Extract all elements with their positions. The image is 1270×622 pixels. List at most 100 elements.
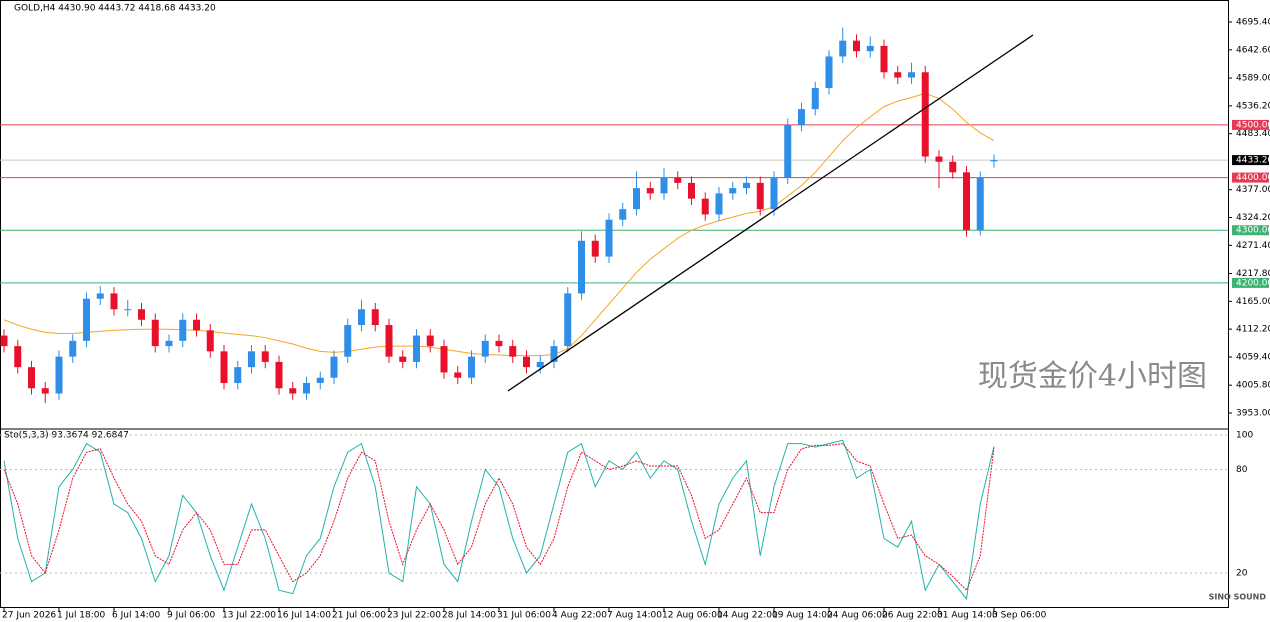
- y-tick-label: 4589.00: [1236, 74, 1270, 84]
- y-tick-label: 4165.00: [1236, 297, 1270, 307]
- x-tick-label: 26 Aug 22:00: [882, 611, 943, 621]
- candle-body: [303, 382, 310, 394]
- candle-body: [413, 335, 420, 362]
- candle-body: [248, 351, 255, 368]
- watermark: 现货金价4小时图: [978, 359, 1207, 394]
- candle-body: [921, 72, 929, 157]
- candle-body: [509, 346, 517, 357]
- candle-body: [206, 330, 214, 352]
- candle-body: [0, 335, 8, 347]
- x-tick-label: 14 Aug 22:00: [717, 611, 778, 621]
- y-tick-label: 4642.60: [1236, 45, 1270, 55]
- candle-body: [935, 156, 943, 162]
- y-tick-label: 4217.80: [1236, 269, 1270, 279]
- x-tick-label: 27 Jun 2026: [2, 611, 56, 621]
- x-tick-label: 16 Jul 14:00: [277, 611, 331, 621]
- candle-body: [358, 309, 365, 326]
- x-tick-label: 12 Aug 06:00: [662, 611, 723, 621]
- level-label: 4300.00: [1236, 226, 1270, 236]
- candle-body: [990, 160, 998, 162]
- candle-body: [811, 88, 819, 110]
- candle-body: [894, 72, 902, 78]
- candle-body: [151, 319, 159, 347]
- x-tick-label: 1 Jul 18:00: [57, 611, 106, 621]
- y-tick-label: 4271.40: [1236, 241, 1270, 251]
- moving-average: [3, 92, 995, 357]
- candle-body: [646, 188, 654, 194]
- y-tick-label: 4059.40: [1236, 352, 1270, 362]
- candle-body: [440, 346, 448, 373]
- candle-body: [633, 188, 640, 210]
- y-tick-label: 4324.20: [1236, 213, 1270, 223]
- y-tick-label: 4536.20: [1236, 101, 1270, 111]
- candle-body: [523, 356, 530, 368]
- candle-body: [261, 351, 269, 362]
- candle-body: [371, 309, 379, 326]
- candle-body: [96, 293, 104, 299]
- candle-body: [908, 72, 915, 78]
- candle-body: [963, 172, 970, 231]
- candle-body: [605, 219, 613, 257]
- x-tick-label: 24 Aug 06:00: [827, 611, 888, 621]
- candle-body: [853, 40, 860, 52]
- x-tick-label: 6 Jul 14:00: [112, 611, 161, 621]
- level-label: 4400.00: [1236, 173, 1270, 183]
- x-tick-label: 4 Aug 22:00: [552, 611, 607, 621]
- candle-body: [110, 293, 118, 310]
- y-tick-label: 4483.40: [1236, 129, 1270, 139]
- candle-body: [289, 388, 297, 394]
- candle-body: [825, 56, 833, 89]
- x-tick-label: 31 Jul 06:00: [497, 611, 551, 621]
- y-tick-label: 4005.80: [1236, 381, 1270, 391]
- candle-body: [619, 209, 627, 220]
- candle-body: [591, 240, 599, 257]
- header: GOLD,H4 4430.90 4443.72 4418.68 4433.20: [14, 4, 216, 14]
- x-tick-label: 9 Jul 06:00: [167, 611, 216, 621]
- candle-body: [275, 361, 283, 389]
- candle-body: [701, 198, 709, 215]
- level-label: 4500.00: [1236, 120, 1270, 130]
- candle-body: [220, 351, 228, 383]
- candle-body: [28, 367, 35, 389]
- stoch-line: [3, 443, 995, 592]
- candle-body: [976, 177, 984, 231]
- candle-body: [399, 356, 407, 362]
- candle-body: [688, 182, 695, 199]
- candle-body: [770, 177, 778, 210]
- candle-body: [316, 377, 324, 383]
- x-tick-label: 3 Sep 06:00: [992, 611, 1047, 621]
- candle-body: [949, 161, 957, 173]
- candle-body: [536, 361, 544, 368]
- y-tick-label: 4695.40: [1236, 18, 1270, 28]
- candle-body: [660, 177, 668, 194]
- candle-body: [839, 40, 847, 57]
- candle-body: [179, 319, 187, 341]
- candle-body: [564, 293, 572, 347]
- candle-body: [14, 346, 22, 368]
- candle-body: [426, 335, 434, 347]
- candle-body: [55, 356, 63, 394]
- plot-frame: [0, 0, 1229, 608]
- candle-body: [41, 388, 49, 394]
- level-tag: [1232, 225, 1269, 236]
- candle-body: [234, 367, 242, 383]
- candle-body: [193, 319, 200, 331]
- current-price-label: 4433.20: [1236, 156, 1270, 166]
- current-price-tag: [1232, 155, 1269, 166]
- level-label: 4200.00: [1236, 278, 1270, 288]
- candle-body: [866, 45, 874, 52]
- level-tag: [1232, 277, 1269, 288]
- x-tick-label: 7 Aug 14:00: [607, 611, 662, 621]
- y-tick-label: 80: [1236, 465, 1248, 475]
- level-tag: [1232, 172, 1269, 183]
- candle-body: [165, 340, 173, 347]
- candle-body: [454, 372, 462, 378]
- y-tick-label: 4112.20: [1236, 325, 1270, 335]
- y-tick-label: 3953.00: [1236, 408, 1270, 418]
- candle-body: [743, 182, 750, 189]
- candle-body: [798, 109, 805, 125]
- level-tag: [1232, 119, 1269, 130]
- candle-body: [69, 340, 77, 357]
- trendline: [507, 34, 1034, 392]
